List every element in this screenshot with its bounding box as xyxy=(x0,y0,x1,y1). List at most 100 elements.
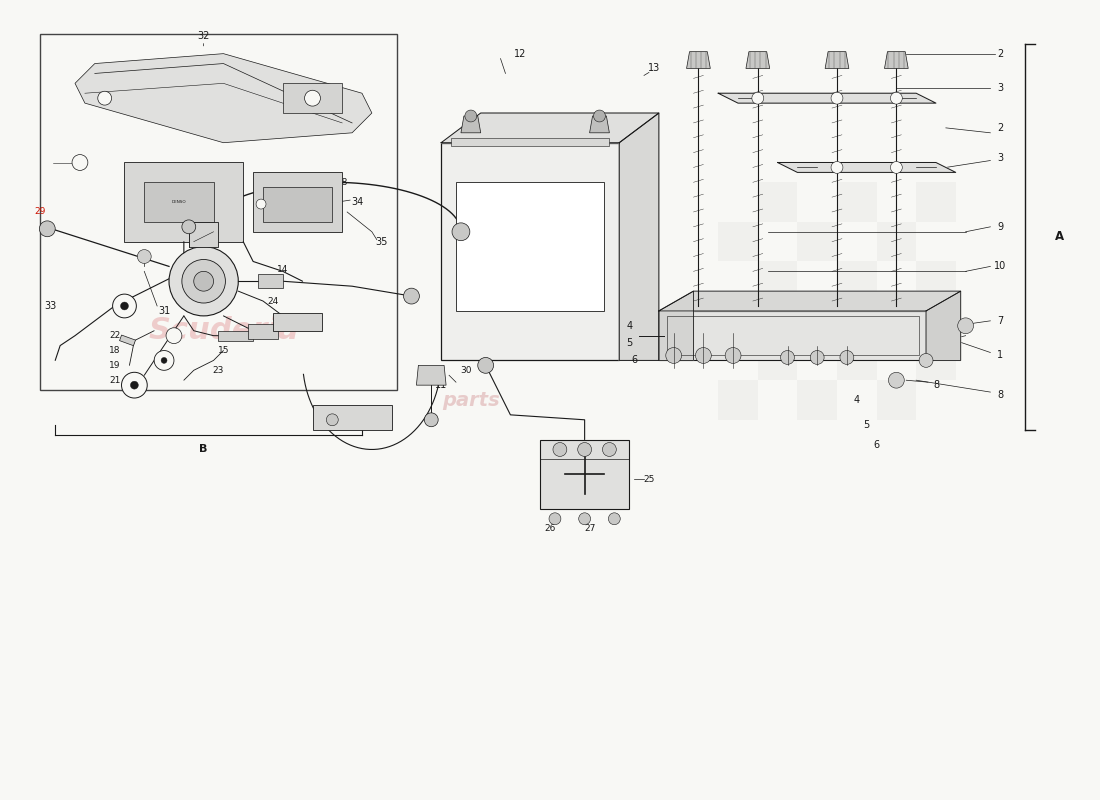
Bar xyxy=(798,380,837,420)
Bar xyxy=(718,222,758,262)
Polygon shape xyxy=(825,52,849,69)
Bar xyxy=(659,311,926,361)
Bar xyxy=(837,341,877,380)
Circle shape xyxy=(608,513,620,525)
Circle shape xyxy=(404,288,419,304)
Bar xyxy=(798,301,837,341)
Text: A: A xyxy=(1055,230,1064,243)
Text: 13: 13 xyxy=(648,63,660,74)
Bar xyxy=(758,262,798,301)
Circle shape xyxy=(578,442,592,457)
Bar xyxy=(41,34,397,390)
Text: 20: 20 xyxy=(272,314,284,323)
Circle shape xyxy=(98,91,111,105)
Polygon shape xyxy=(590,116,609,133)
Text: 9: 9 xyxy=(998,222,1003,232)
Polygon shape xyxy=(778,162,956,172)
Text: 28: 28 xyxy=(337,178,348,186)
Text: 17: 17 xyxy=(158,227,169,236)
Bar xyxy=(253,172,342,232)
Polygon shape xyxy=(884,52,909,69)
Bar xyxy=(798,222,837,262)
Text: 22: 22 xyxy=(109,331,120,340)
Text: 19: 19 xyxy=(109,361,120,370)
Text: 21: 21 xyxy=(109,376,120,385)
Text: 5: 5 xyxy=(864,420,870,430)
Bar xyxy=(249,324,278,338)
Bar xyxy=(540,439,629,509)
Text: B: B xyxy=(199,445,208,454)
Circle shape xyxy=(920,354,933,367)
Text: 6: 6 xyxy=(873,439,880,450)
Text: 35: 35 xyxy=(375,237,388,246)
Circle shape xyxy=(131,381,139,389)
Text: 32: 32 xyxy=(198,31,210,41)
Bar xyxy=(758,182,798,222)
Text: 27: 27 xyxy=(584,524,595,533)
Circle shape xyxy=(305,90,320,106)
Bar xyxy=(120,335,135,346)
Text: B: B xyxy=(377,410,386,420)
Bar xyxy=(189,222,219,246)
Text: 1: 1 xyxy=(998,350,1003,361)
Circle shape xyxy=(327,414,338,426)
Circle shape xyxy=(154,350,174,370)
Polygon shape xyxy=(75,54,372,142)
Circle shape xyxy=(182,220,196,234)
Bar xyxy=(273,313,322,330)
Circle shape xyxy=(166,328,182,343)
Polygon shape xyxy=(461,116,481,133)
Circle shape xyxy=(553,442,566,457)
Circle shape xyxy=(958,318,974,334)
Circle shape xyxy=(121,302,129,310)
Text: 16: 16 xyxy=(158,215,169,224)
Text: 25: 25 xyxy=(644,474,654,484)
Text: 31: 31 xyxy=(158,306,170,316)
Text: 15: 15 xyxy=(218,346,229,355)
Circle shape xyxy=(194,271,213,291)
Text: 11: 11 xyxy=(434,380,448,390)
Circle shape xyxy=(840,350,854,364)
Polygon shape xyxy=(417,366,447,385)
Polygon shape xyxy=(926,291,960,361)
Bar xyxy=(667,316,920,355)
Bar xyxy=(916,341,956,380)
Bar xyxy=(283,83,342,113)
Text: 34: 34 xyxy=(351,197,363,207)
Circle shape xyxy=(169,246,239,316)
Polygon shape xyxy=(659,291,693,361)
Circle shape xyxy=(549,513,561,525)
Text: 2: 2 xyxy=(997,123,1003,133)
Bar xyxy=(441,142,619,361)
Circle shape xyxy=(666,347,682,363)
Circle shape xyxy=(121,372,147,398)
Bar xyxy=(916,262,956,301)
Circle shape xyxy=(889,372,904,388)
Text: 26: 26 xyxy=(544,524,556,533)
Circle shape xyxy=(830,162,843,174)
Text: 8: 8 xyxy=(998,390,1003,400)
Circle shape xyxy=(811,350,824,364)
Bar xyxy=(124,162,243,242)
Text: 3: 3 xyxy=(998,83,1003,94)
Bar xyxy=(144,182,213,222)
Polygon shape xyxy=(659,291,960,311)
Circle shape xyxy=(830,92,843,104)
Circle shape xyxy=(425,413,438,426)
Circle shape xyxy=(256,199,266,209)
Circle shape xyxy=(725,347,741,363)
Polygon shape xyxy=(686,52,711,69)
Bar xyxy=(837,262,877,301)
Circle shape xyxy=(579,513,591,525)
Circle shape xyxy=(182,259,225,303)
Text: 3: 3 xyxy=(998,153,1003,162)
Text: 5: 5 xyxy=(626,338,632,348)
Text: parts: parts xyxy=(442,390,499,410)
Bar xyxy=(758,341,798,380)
Circle shape xyxy=(72,154,88,170)
Text: 23: 23 xyxy=(212,366,224,375)
Bar xyxy=(718,301,758,341)
Circle shape xyxy=(452,223,470,241)
Bar xyxy=(263,187,332,222)
Bar xyxy=(837,182,877,222)
